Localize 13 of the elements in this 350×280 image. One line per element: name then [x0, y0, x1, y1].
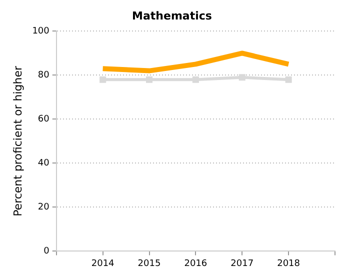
x-tick-label: 2014	[91, 258, 115, 269]
y-axis-title: Percent proficient or higher	[11, 65, 24, 216]
x-tick-label: 2016	[184, 258, 208, 269]
y-tick-label: 80	[38, 70, 50, 81]
y-tick-label: 20	[38, 202, 50, 213]
x-tick-label: 2015	[138, 258, 161, 269]
x-tick-label: 2017	[230, 258, 254, 269]
chart-title: Mathematics	[132, 9, 212, 22]
x-tick-label: 2018	[277, 258, 300, 269]
y-tick-label: 60	[38, 114, 50, 125]
y-tick-label: 40	[38, 158, 50, 169]
y-tick-label: 0	[44, 246, 50, 257]
y-tick-label: 100	[32, 26, 50, 37]
